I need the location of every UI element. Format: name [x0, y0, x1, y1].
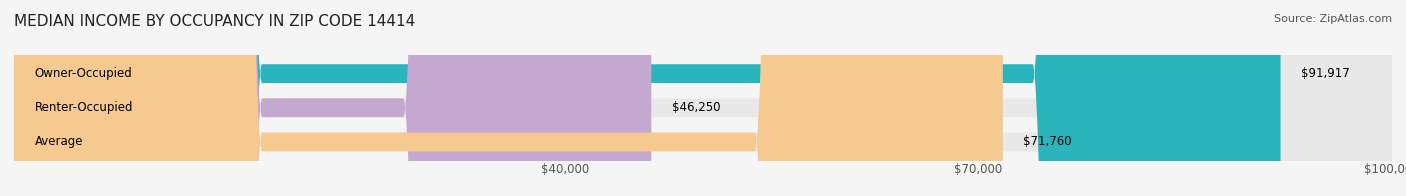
FancyBboxPatch shape — [14, 0, 1392, 196]
FancyBboxPatch shape — [14, 0, 1281, 196]
Text: $91,917: $91,917 — [1301, 67, 1350, 80]
FancyBboxPatch shape — [14, 0, 1002, 196]
FancyBboxPatch shape — [14, 0, 1392, 196]
Text: Source: ZipAtlas.com: Source: ZipAtlas.com — [1274, 14, 1392, 24]
Text: Owner-Occupied: Owner-Occupied — [35, 67, 132, 80]
Text: $71,760: $71,760 — [1024, 135, 1073, 148]
Text: Renter-Occupied: Renter-Occupied — [35, 101, 134, 114]
Text: Average: Average — [35, 135, 83, 148]
Text: MEDIAN INCOME BY OCCUPANCY IN ZIP CODE 14414: MEDIAN INCOME BY OCCUPANCY IN ZIP CODE 1… — [14, 14, 415, 29]
FancyBboxPatch shape — [14, 0, 651, 196]
Text: $46,250: $46,250 — [672, 101, 720, 114]
FancyBboxPatch shape — [14, 0, 1392, 196]
